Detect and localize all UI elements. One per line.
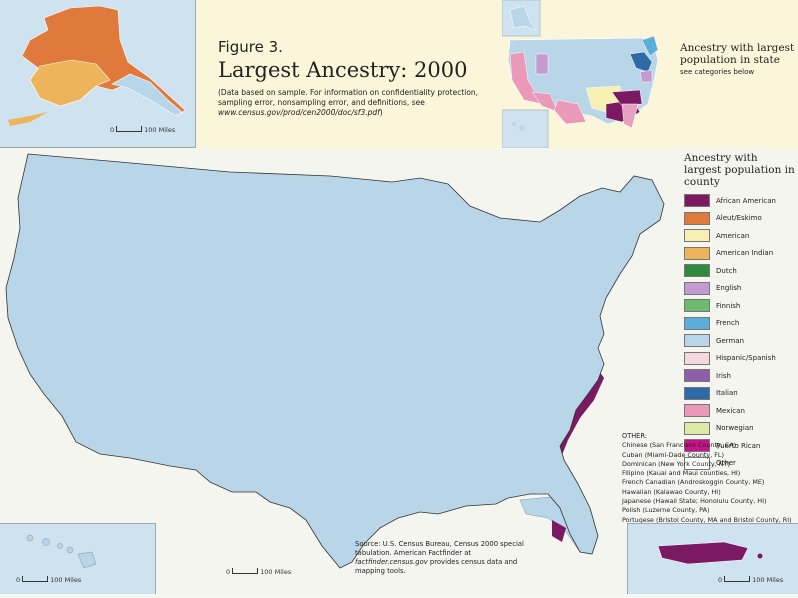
other-item: Filipino (Kauai and Maui counties, HI): [622, 469, 741, 478]
legend-label: American: [716, 231, 750, 240]
state-map-heading: Ancestry with largest population in stat…: [680, 42, 795, 66]
hawaii-inset-map: 0 100 Miles: [0, 523, 156, 594]
legend-item-puerto-rican: Puerto Rican: [684, 437, 796, 455]
legend-swatch: [684, 264, 710, 278]
legend-label: Mexican: [716, 406, 745, 415]
legend-swatch: [684, 281, 710, 295]
alaska-scale-bar: 0 100 Miles: [110, 126, 175, 134]
note-suffix: ): [379, 108, 383, 117]
legend-label: African American: [716, 196, 776, 205]
puerto-rico-shape: [657, 541, 763, 565]
legend-swatch: [684, 211, 710, 225]
other-item: Polish (Luzerne County, PA): [622, 506, 710, 515]
legend-label: English: [716, 284, 742, 293]
legend-label: Other: [716, 459, 736, 468]
scale-label: 100 Miles: [260, 568, 292, 576]
conus-scale-bar: 0 100 Miles: [226, 568, 291, 576]
county-ancestry-map: Ancestry with largest population in coun…: [0, 148, 798, 594]
scale-zero: 0: [226, 568, 231, 576]
conus-county-map: [5, 153, 665, 569]
legend-label: German: [716, 336, 745, 345]
scale-zero: 0: [110, 126, 115, 134]
other-item: Portugese (Bristol County, MA and Bristo…: [622, 515, 792, 524]
scale-zero: 0: [718, 576, 723, 584]
legend-swatch: [684, 386, 710, 400]
legend: Ancestry with largest population in coun…: [684, 152, 796, 472]
legend-label: Dutch: [716, 266, 737, 275]
scale-label: 100 Miles: [752, 576, 784, 584]
legend-item-american-indian: American Indian: [684, 245, 796, 263]
legend-item-other: Other: [684, 455, 796, 473]
legend-swatch: [684, 316, 710, 330]
legend-item-african-american: African American: [684, 192, 796, 210]
other-item: Dominican (New York County, NY): [622, 459, 730, 468]
legend-label: Hispanic/Spanish: [716, 354, 776, 363]
other-item: French Canadian (Androskoggin County, ME…: [622, 478, 765, 487]
legend-swatch: [684, 351, 710, 365]
source-text: Source: U.S. Census Bureau, Census 2000 …: [355, 540, 524, 557]
legend-item-dutch: Dutch: [684, 262, 796, 280]
legend-label: Irish: [716, 371, 731, 380]
scale-label: 100 Miles: [144, 126, 176, 134]
state-ancestry-map: [501, 0, 659, 149]
legend-swatch: [684, 229, 710, 243]
hawaii-scale-bar: 0 100 Miles: [16, 576, 81, 584]
legend-item-finnish: Finnish: [684, 297, 796, 315]
legend-items: African American Aleut/Eskimo American A…: [684, 192, 796, 472]
other-item: Hawaiian (Kalawao County, HI): [622, 487, 721, 496]
legend-title: Ancestry with largest population in coun…: [684, 152, 795, 188]
note-text: (Data based on sample. For information o…: [218, 88, 479, 107]
other-heading: OTHER:: [622, 432, 647, 440]
title-panel: Figure 3. Largest Ancestry: 2000 (Data b…: [196, 0, 502, 148]
alaska-shape: [8, 5, 186, 126]
state-map-subheading: see categories below: [680, 68, 755, 76]
other-item: Japanese (Hawaii State; Honolulu County,…: [622, 497, 767, 506]
legend-item-english: English: [684, 280, 796, 298]
legend-swatch: [684, 439, 710, 453]
legend-label: Norwegian: [716, 424, 754, 433]
legend-label: American Indian: [716, 249, 774, 258]
source-note: Source: U.S. Census Bureau, Census 2000 …: [355, 540, 530, 576]
legend-swatch: [684, 404, 710, 418]
legend-item-aleut-eskimo: Aleut/Eskimo: [684, 210, 796, 228]
figure-label: Figure 3.: [218, 38, 283, 56]
scale-label: 100 Miles: [50, 576, 82, 584]
note-link[interactable]: www.census.gov/prod/cen2000/doc/sf3.pdf: [218, 108, 380, 117]
legend-item-american: American: [684, 227, 796, 245]
hawaii-shape: [26, 534, 97, 569]
source-link[interactable]: factfinder.census.gov: [355, 558, 428, 566]
puerto-rico-inset-map: 0 100 Miles: [627, 523, 798, 594]
figure-note: (Data based on sample. For information o…: [218, 88, 508, 118]
scale-zero: 0: [16, 576, 21, 584]
legend-swatch: [684, 421, 710, 435]
other-ancestries-list: OTHER: Chinese (San Francisco County, CA…: [622, 432, 798, 525]
legend-item-irish: Irish: [684, 367, 796, 385]
legend-label: Aleut/Eskimo: [716, 214, 762, 223]
legend-label: Puerto Rican: [716, 441, 761, 450]
other-item: Chinese (San Francisco County, CA): [622, 441, 737, 450]
source-text-end: provides census data and mapping tools.: [355, 558, 518, 575]
legend-item-french: French: [684, 315, 796, 333]
legend-swatch: [684, 194, 710, 208]
other-item: Cuban (Miami-Dade County, FL): [622, 450, 724, 459]
alaska-inset-map: 0 100 Miles: [0, 0, 196, 148]
legend-swatch: [684, 369, 710, 383]
legend-label: Italian: [716, 389, 738, 398]
legend-swatch: [684, 299, 710, 313]
legend-item-german: German: [684, 332, 796, 350]
legend-item-norwegian: Norwegian: [684, 420, 796, 438]
legend-item-italian: Italian: [684, 385, 796, 403]
figure-title: Largest Ancestry: 2000: [218, 58, 468, 82]
legend-label: French: [716, 319, 740, 328]
legend-label: Finnish: [716, 301, 741, 310]
legend-item-hispanic-spanish: Hispanic/Spanish: [684, 350, 796, 368]
puerto-rico-scale-bar: 0 100 Miles: [718, 576, 783, 584]
state-map-panel: Ancestry with largest population in stat…: [501, 0, 798, 149]
legend-swatch: [684, 246, 710, 260]
legend-swatch: [684, 334, 710, 348]
legend-item-mexican: Mexican: [684, 402, 796, 420]
legend-swatch: [684, 456, 710, 470]
